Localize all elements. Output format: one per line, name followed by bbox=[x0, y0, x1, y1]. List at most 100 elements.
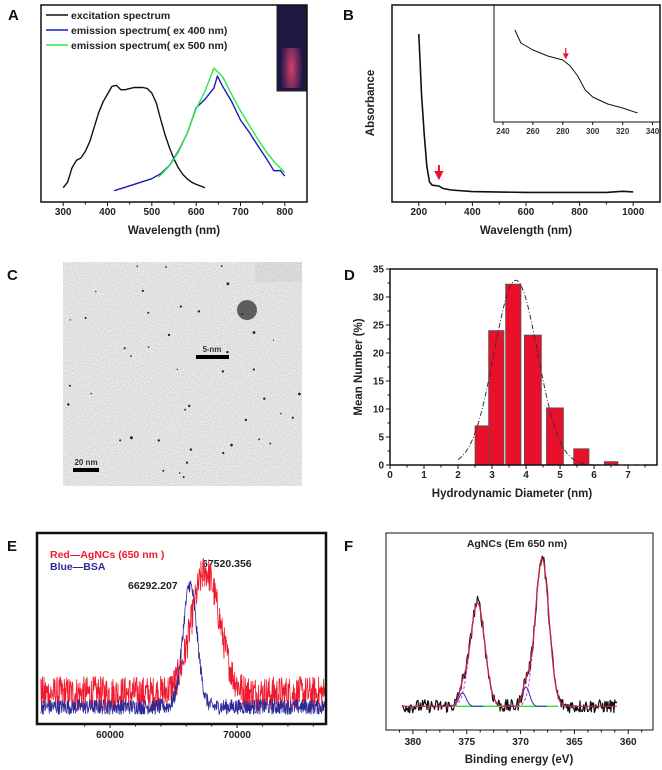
x-axis-b-tick-label: 1000 bbox=[622, 207, 645, 218]
tem-dot bbox=[130, 355, 132, 357]
x-axis-a-tick-label: 500 bbox=[143, 207, 160, 218]
bsa-spectrum-line bbox=[40, 580, 326, 715]
y-axis-title-d: Mean Number (%) bbox=[353, 318, 365, 415]
x-axis-d-tick-label: 2 bbox=[455, 470, 461, 481]
panel-label-e: E bbox=[7, 538, 17, 555]
legend-excitation: excitation spectrum bbox=[71, 10, 170, 22]
agncs-spectrum-line bbox=[40, 558, 326, 711]
tem-dot bbox=[226, 350, 229, 354]
y-axis-d-tick-label: 0 bbox=[378, 461, 384, 472]
fit-component-line bbox=[501, 557, 582, 707]
panel-a: excitation spectrum emission spectrum( e… bbox=[46, 4, 307, 237]
inset-x-tick-label: 340 bbox=[646, 127, 660, 136]
y-axis-d-tick-label: 15 bbox=[373, 377, 385, 388]
x-axis-f-tick-label: 375 bbox=[458, 737, 475, 748]
panel-d: Mean Number (%) Hydrodynamic Diameter (n… bbox=[353, 318, 592, 500]
chart-b-inset: 240 260 280 300 320 340 bbox=[493, 5, 660, 136]
xps-data-line bbox=[402, 555, 618, 714]
panel-label-c: C bbox=[7, 267, 18, 284]
y-axis-d-tick-label: 20 bbox=[373, 349, 385, 360]
peak-label-bsa: 66292.207 bbox=[128, 580, 178, 592]
x-axis-b-tick-label: 400 bbox=[464, 207, 481, 218]
inset-x-tick-label: 300 bbox=[586, 127, 600, 136]
tem-dot bbox=[280, 413, 282, 415]
tem-dot bbox=[90, 392, 92, 395]
tem-dot bbox=[184, 408, 187, 411]
histogram-bar bbox=[474, 425, 490, 466]
gaussian-fit-line bbox=[457, 279, 646, 466]
tem-dot bbox=[119, 439, 122, 442]
scale-bar-inset bbox=[196, 355, 229, 359]
scale-bar-main-label: 20 nm bbox=[74, 458, 97, 467]
tem-dot bbox=[258, 438, 260, 441]
tem-dot bbox=[252, 368, 255, 371]
tem-dot bbox=[252, 331, 256, 334]
inset-x-tick-label: 240 bbox=[496, 127, 510, 136]
tem-dot bbox=[263, 397, 266, 400]
tem-dot bbox=[123, 347, 126, 350]
x-axis-title-f: Binding energy (eV) bbox=[465, 754, 574, 766]
inset-x-tick-label: 320 bbox=[616, 127, 630, 136]
y-axis-d-tick-label: 25 bbox=[373, 321, 385, 332]
tem-dot bbox=[147, 346, 150, 348]
vial-photo-inset bbox=[276, 4, 307, 92]
fit-component-line bbox=[434, 602, 520, 707]
y-axis-title-b: Absorbance bbox=[365, 70, 377, 136]
x-axis-a-tick-label: 300 bbox=[55, 207, 72, 218]
tem-dot bbox=[207, 349, 209, 351]
y-axis-d-tick-label: 5 bbox=[378, 433, 384, 444]
inset-absorbance-line bbox=[514, 29, 638, 114]
absorbance-line bbox=[418, 33, 634, 194]
x-axis-title-a: Wavelength (nm) bbox=[128, 225, 220, 237]
x-axis-d-tick-label: 5 bbox=[557, 470, 563, 481]
panel-e: Red—AgNCs (650 nm ) Blue—BSA 67520.356 6… bbox=[50, 549, 252, 592]
tem-dot bbox=[182, 476, 185, 479]
x-axis-a-tick-label: 700 bbox=[232, 207, 249, 218]
chart-d: 0 1 2 3 4 5 6 7 0 5 10 15 20 25 30 35 bbox=[373, 265, 658, 481]
panel-label-f: F bbox=[344, 538, 353, 555]
chart-a: 300 400 500 600 700 800 bbox=[40, 4, 308, 218]
y-axis-d-tick-label: 30 bbox=[373, 293, 385, 304]
legend-em400: emission spectrum( ex 400 nm) bbox=[71, 25, 227, 37]
scale-bar-main bbox=[73, 468, 99, 472]
tem-dot bbox=[69, 319, 72, 321]
tem-dot bbox=[141, 289, 144, 292]
inset-x-tick-label: 280 bbox=[556, 127, 570, 136]
panel-c-tem-image: 5 nm 20 nm bbox=[63, 262, 302, 486]
tem-dot bbox=[147, 311, 150, 314]
panel-label-a: A bbox=[8, 7, 19, 24]
x-axis-e-tick-label: 70000 bbox=[223, 730, 251, 741]
histogram-bar bbox=[523, 334, 542, 466]
chart-b: 200 400 600 800 1000 240 260 280 300 320 340 bbox=[391, 4, 661, 218]
x-axis-d-tick-label: 3 bbox=[489, 470, 495, 481]
chart-e: 60000 70000 80000 bbox=[35, 531, 378, 741]
histogram-bar bbox=[505, 283, 522, 466]
tem-dot bbox=[272, 339, 275, 341]
tem-dot bbox=[162, 469, 165, 472]
x-axis-e-tick-label: 80000 bbox=[350, 730, 378, 741]
x-axis-title-d: Hydrodynamic Diameter (nm) bbox=[432, 488, 593, 500]
plot-frame-e bbox=[35, 531, 328, 726]
x-axis-d-tick-label: 4 bbox=[523, 470, 529, 481]
panel-label-d: D bbox=[344, 267, 355, 284]
tem-dot bbox=[178, 472, 181, 474]
x-axis-b-tick-label: 600 bbox=[518, 207, 535, 218]
chart-e-clip: 60000 70000 80000 bbox=[40, 558, 378, 741]
panel-f: AgNCs (Em 650 nm) Binding energy (eV) bbox=[465, 538, 574, 766]
tem-dot bbox=[269, 442, 272, 445]
tem-micrograph bbox=[63, 262, 302, 486]
nanocluster-particle bbox=[237, 300, 257, 320]
panel-label-b: B bbox=[343, 7, 354, 24]
histogram-bar bbox=[546, 407, 564, 466]
x-axis-e-tick-label: 60000 bbox=[96, 730, 124, 741]
series-line-em500 bbox=[157, 67, 286, 178]
x-axis-title-b: Wavelength (nm) bbox=[480, 225, 572, 237]
inset-red-arrow-icon bbox=[562, 48, 569, 60]
x-axis-d-tick-label: 6 bbox=[591, 470, 597, 481]
plot-frame-b bbox=[391, 4, 661, 203]
x-axis-f-tick-label: 370 bbox=[512, 737, 529, 748]
tem-dot bbox=[95, 290, 97, 293]
tem-dot bbox=[84, 317, 87, 319]
chart-title-f: AgNCs (Em 650 nm) bbox=[467, 538, 567, 550]
